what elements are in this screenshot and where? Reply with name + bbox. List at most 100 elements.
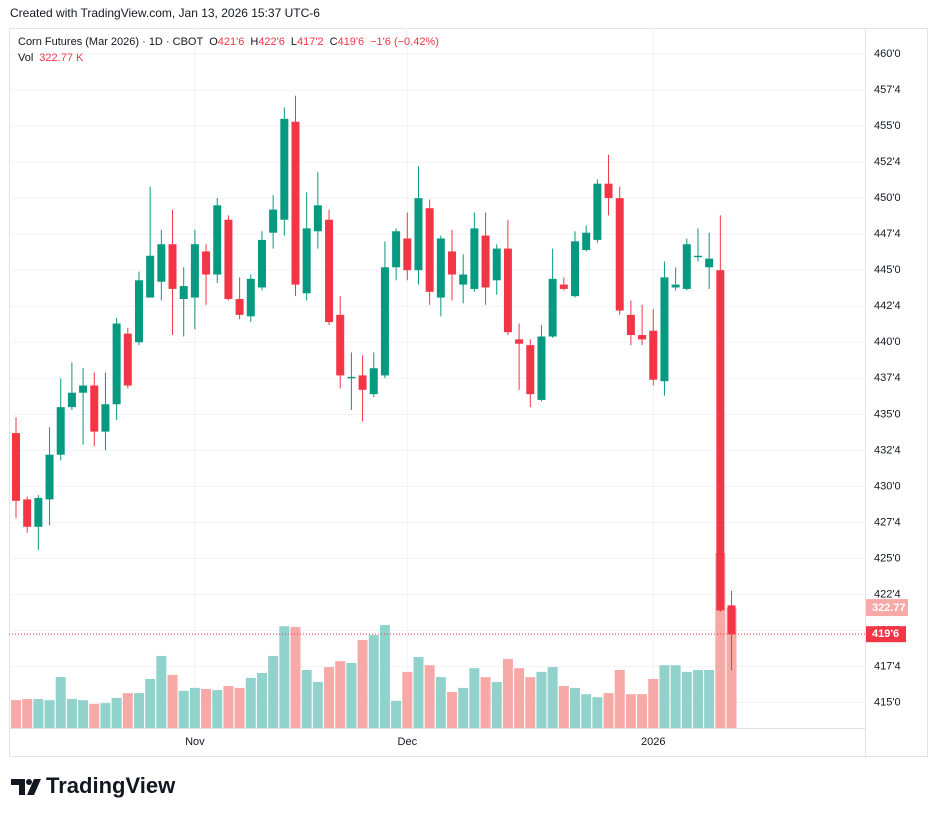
candle-body <box>380 267 389 376</box>
candle-body <box>101 404 110 432</box>
volume-bar <box>402 671 413 728</box>
candle-body <box>325 219 334 323</box>
candle-body <box>414 198 423 271</box>
candle-body <box>347 376 356 379</box>
ohlc-key: C <box>330 36 338 48</box>
volume-bar <box>480 677 491 728</box>
candle-body <box>515 339 524 344</box>
candle-body <box>448 251 457 275</box>
volume-bar <box>312 681 323 728</box>
y-tick-label: 425'0 <box>874 552 901 564</box>
y-tick-label: 430'0 <box>874 480 901 492</box>
volume-bar <box>435 677 446 728</box>
volume-bar <box>368 635 379 728</box>
candle-body <box>168 244 177 289</box>
volume-bar <box>704 670 715 728</box>
candle-body <box>425 208 434 292</box>
volume-bar <box>670 665 681 728</box>
volume-bar <box>268 655 279 728</box>
volume-bar <box>33 699 44 728</box>
volume-bar <box>692 670 703 728</box>
candle-body <box>313 205 322 232</box>
candle-body <box>671 284 680 288</box>
volume-bar <box>223 686 234 728</box>
volume-bar <box>637 694 648 728</box>
candle-body <box>582 232 591 251</box>
candle-body <box>481 235 490 288</box>
volume-bar <box>357 639 368 728</box>
candle-body <box>537 336 546 400</box>
volume-bar <box>78 700 89 728</box>
y-tick-label: 452'4 <box>874 156 901 168</box>
volume-bar <box>413 657 424 728</box>
candle-body <box>45 454 54 500</box>
candle-body <box>660 277 669 382</box>
brand: TradingView <box>46 773 176 798</box>
candle-body <box>246 278 255 317</box>
volume-value: 322.77 K <box>39 52 84 64</box>
candle-body <box>604 183 613 199</box>
volume-bar <box>122 693 133 728</box>
candle-body <box>626 314 635 336</box>
volume-bar <box>133 693 144 728</box>
candle-body <box>146 255 155 298</box>
candle-body <box>269 209 278 233</box>
candle-body <box>593 183 602 240</box>
volume-bar <box>22 699 33 728</box>
candle-body <box>716 270 725 611</box>
volume-bar <box>614 670 625 728</box>
candle-body <box>649 330 658 380</box>
y-tick-label: 432'4 <box>874 444 901 456</box>
y-tick-label: 457'4 <box>874 84 901 96</box>
volume-bars <box>11 553 737 728</box>
candle-body <box>302 228 311 294</box>
candle-body <box>23 499 32 527</box>
volume-bar <box>514 668 525 728</box>
volume-bar <box>178 690 189 728</box>
price-axis-label: 419'6 <box>872 628 899 640</box>
chart-frame <box>9 28 928 757</box>
candle-body <box>56 407 65 455</box>
volume-bar <box>201 688 212 728</box>
candle-body <box>134 280 143 343</box>
x-tick-label: Nov <box>185 736 205 748</box>
ohlc-value: 421'6 <box>218 36 245 48</box>
candle-body <box>90 385 99 432</box>
y-tick-label: 442'4 <box>874 300 901 312</box>
y-tick-label: 437'4 <box>874 372 901 384</box>
candle-body <box>112 323 121 405</box>
volume-bar <box>491 681 502 728</box>
candle-body <box>559 284 568 289</box>
volume-bar <box>167 674 178 728</box>
volume-bar <box>603 693 614 728</box>
volume-bar <box>379 625 390 728</box>
volume-bar <box>44 700 55 728</box>
volume-bar <box>156 655 167 728</box>
legend: Corn Futures (Mar 2026) · 1D · CBOT Vol … <box>18 36 439 64</box>
candle-body <box>615 198 624 311</box>
y-tick-label: 440'0 <box>874 336 901 348</box>
volume-bar <box>145 678 156 728</box>
ohlc-value: 422'6 <box>258 36 285 48</box>
volume-bar <box>715 553 726 728</box>
candle-body <box>123 333 132 386</box>
ohlc-key: O <box>209 36 218 48</box>
volume-bar <box>570 687 580 728</box>
volume-bar <box>89 703 100 728</box>
ohlc-key: H <box>250 36 258 48</box>
volume-bar <box>447 691 458 728</box>
volume-label-box <box>866 599 908 617</box>
volume-bar <box>536 671 547 728</box>
volume-bar <box>111 697 122 728</box>
y-tick-label: 445'0 <box>874 264 901 276</box>
volume-bar <box>659 665 670 728</box>
volume-bar <box>502 658 513 728</box>
candle-body <box>436 238 445 298</box>
candle-body <box>470 228 479 289</box>
candle-body <box>403 238 412 271</box>
candle-body <box>291 121 300 285</box>
volume-bar <box>469 668 480 728</box>
symbol: Corn Futures (Mar 2026) · 1D · CBOT <box>18 36 203 48</box>
volume-bar <box>625 694 636 728</box>
